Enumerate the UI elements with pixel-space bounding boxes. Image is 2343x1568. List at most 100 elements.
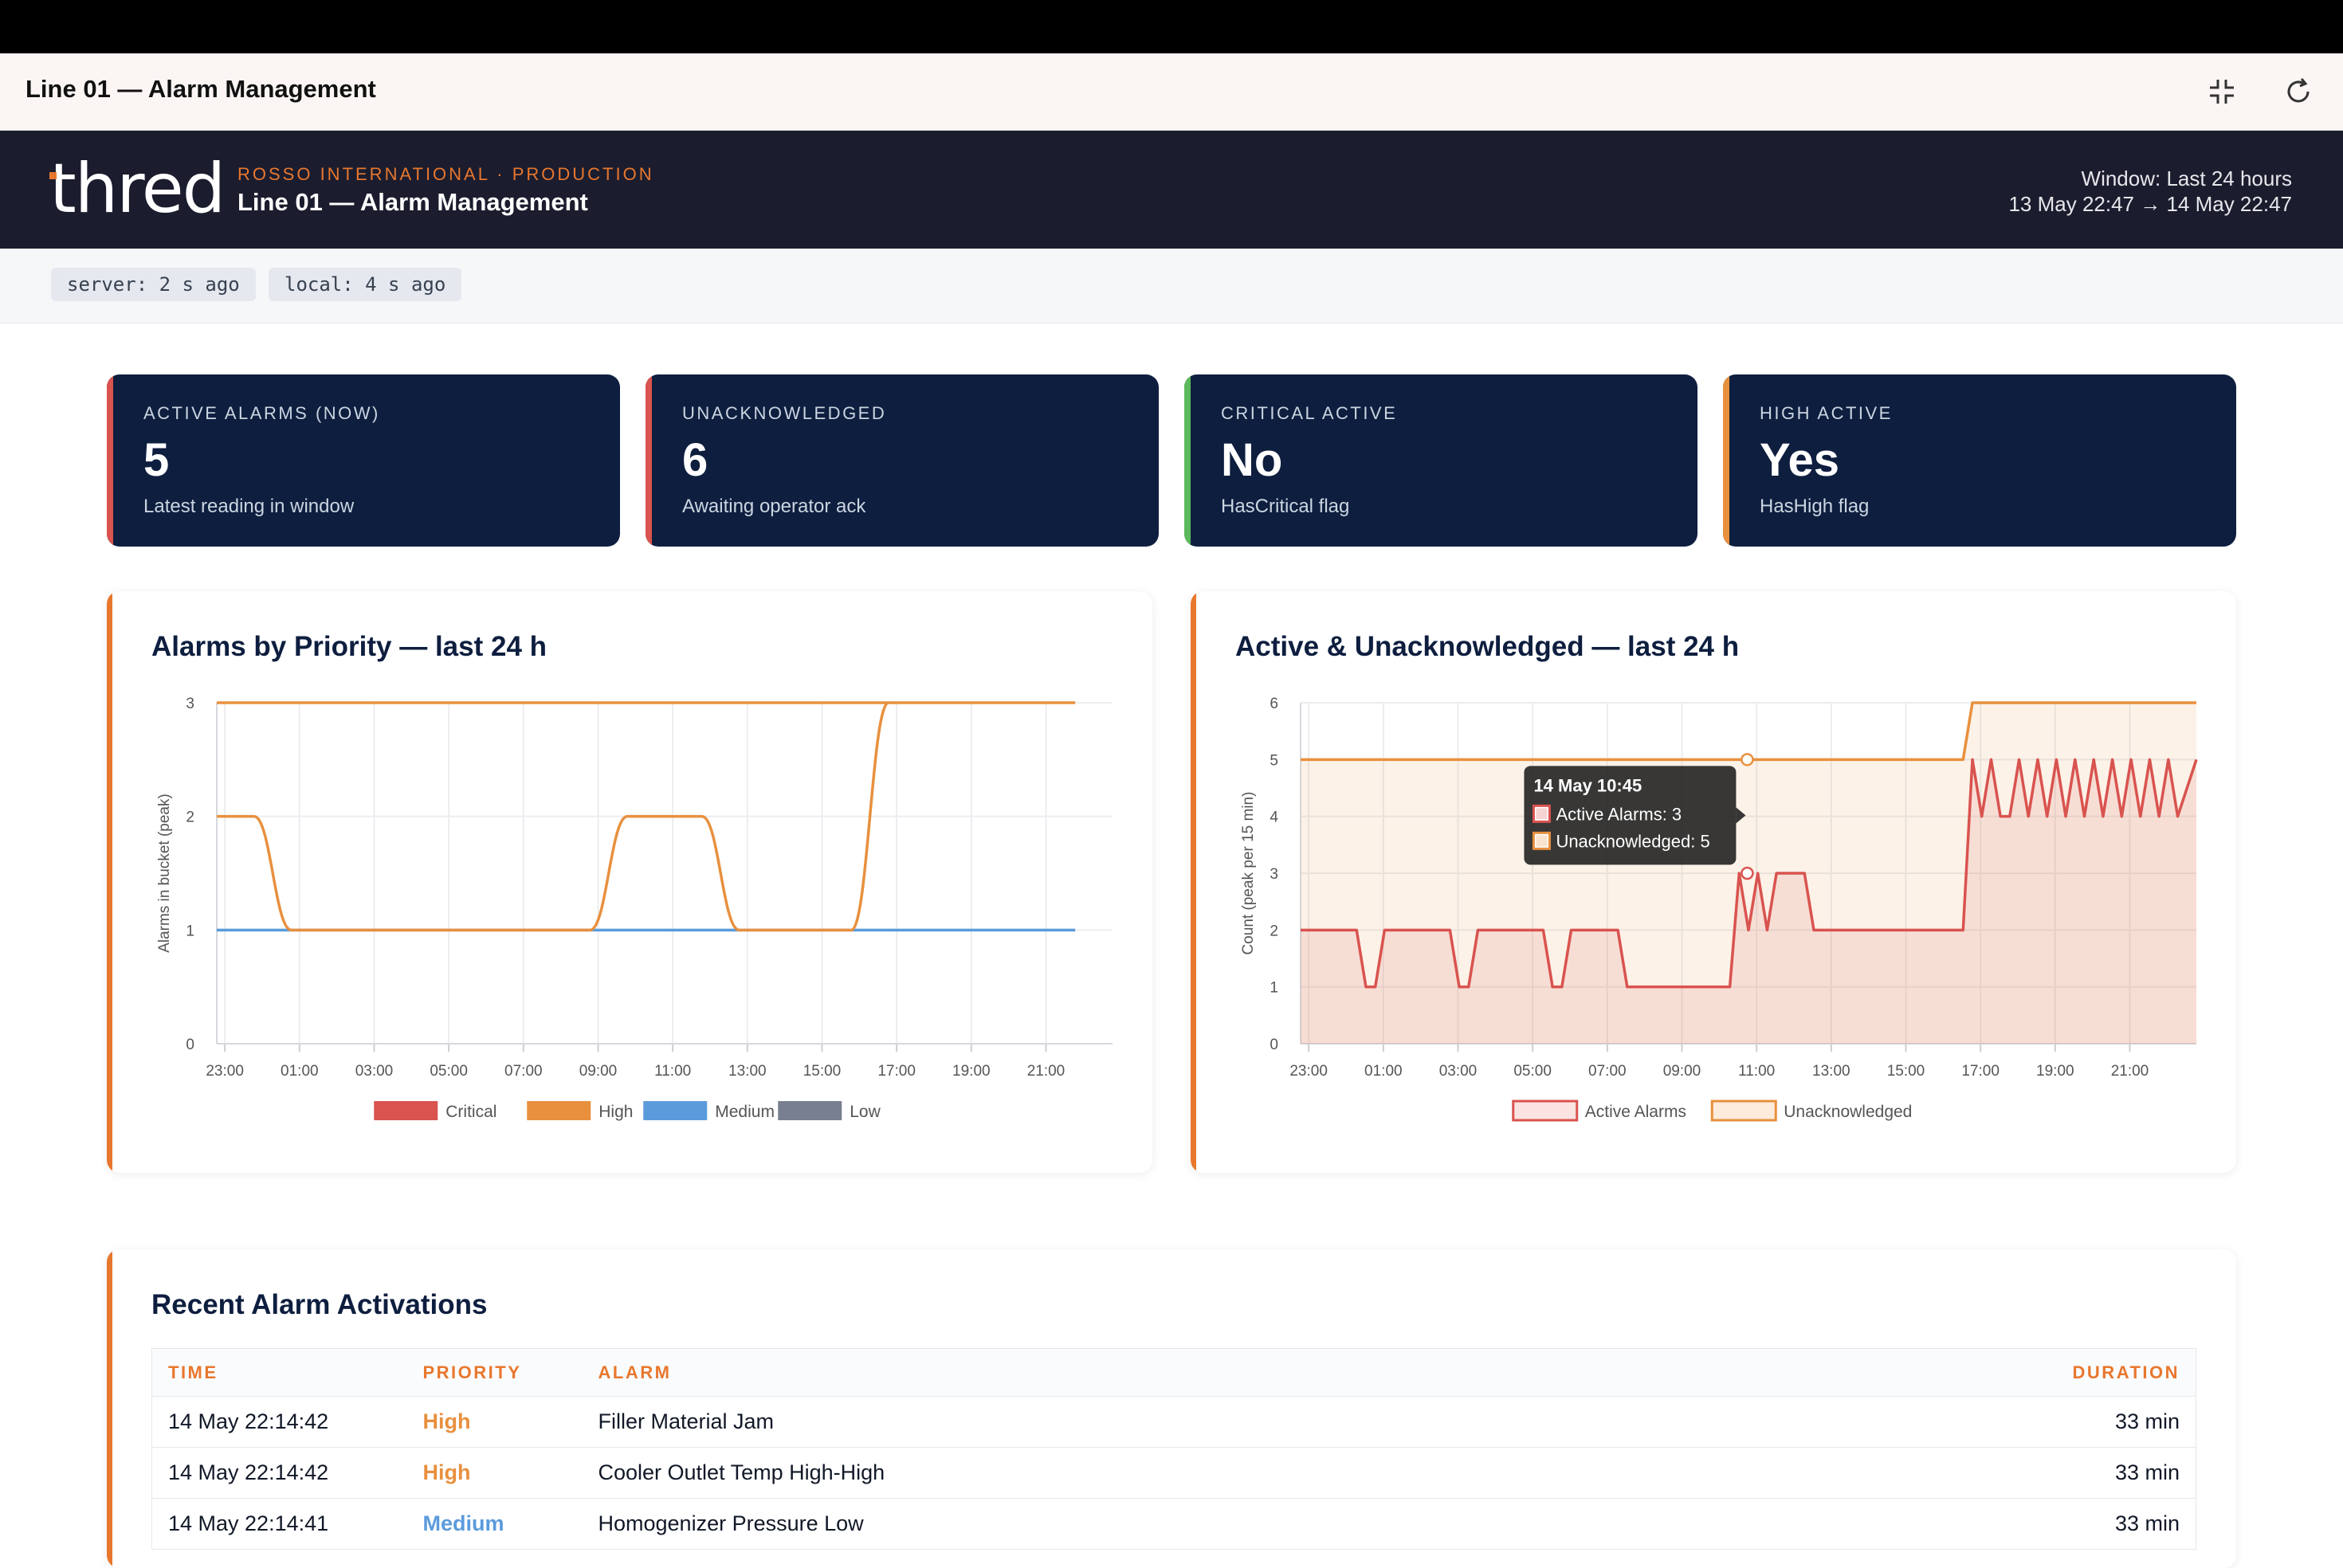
table-row[interactable]: 14 May 22:14:41 Medium Homogenizer Pressur… xyxy=(151,1498,2196,1550)
hover-point-unacknowledged xyxy=(1741,753,1754,766)
kpi-subtext: HasHigh flag xyxy=(1760,496,1870,517)
x-tick-label: 13:00 xyxy=(1812,1063,1850,1080)
chart-title: Alarms by Priority — last 24 h xyxy=(151,631,547,662)
series-line-active-alarms xyxy=(1301,758,2198,989)
legend-label: Low xyxy=(850,1103,881,1121)
y-tick-label: 5 xyxy=(1270,752,1278,769)
tooltip-swatch-fill xyxy=(1536,835,1548,847)
kpi-unacknowledged: UNACKNOWLEDGED 6 Awaiting operator ack xyxy=(646,374,1159,547)
dashboard-header: thred ROSSO INTERNATIONAL · PRODUCTION L… xyxy=(0,131,2343,249)
tooltip-swatch xyxy=(1532,831,1551,850)
app-title: Line 01 — Alarm Management xyxy=(26,75,376,103)
cell-time: 14 May 22:14:41 xyxy=(151,1498,407,1550)
legend-swatch-low xyxy=(778,1101,842,1120)
chart-title: Active & Unacknowledged — last 24 h xyxy=(1235,631,1740,662)
recent-title: Recent Alarm Activations xyxy=(151,1289,488,1320)
legend-label: Medium xyxy=(715,1103,775,1121)
cell-time: 14 May 22:14:42 xyxy=(151,1396,407,1448)
kpi-subtext: Latest reading in window xyxy=(143,496,355,517)
cell-priority: High xyxy=(406,1396,583,1448)
x-tick-label: 15:00 xyxy=(1887,1063,1925,1080)
y-axis-label: Count (peak per 15 min) xyxy=(1240,792,1257,955)
card-accent xyxy=(1191,591,1196,1173)
x-tick-label: 21:00 xyxy=(1027,1063,1066,1080)
cell-alarm: Cooler Outlet Temp High-High xyxy=(582,1447,2037,1499)
time-window: Window: Last 24 hours 13 May 22:47 → 14 … xyxy=(2008,166,2292,217)
priority-chart-card: Alarms by Priority — last 24 h 0 1 2 3 23:00… xyxy=(107,591,1152,1173)
thred-logo: thred xyxy=(49,149,226,229)
kpi-value: 5 xyxy=(143,434,170,486)
y-tick-label: 4 xyxy=(1270,809,1278,826)
y-tick-label: 1 xyxy=(1270,980,1278,997)
x-tick-label: 19:00 xyxy=(2036,1063,2074,1080)
card-accent xyxy=(107,1249,112,1568)
kpi-value: Yes xyxy=(1760,434,1839,486)
x-tick-label: 03:00 xyxy=(1439,1063,1478,1080)
tooltip-swatch-fill xyxy=(1536,808,1548,820)
legend-swatch-high xyxy=(527,1101,591,1120)
legend-label: Active Alarms xyxy=(1585,1103,1686,1121)
x-tick-label: 01:00 xyxy=(281,1063,319,1080)
x-tick-label: 11:00 xyxy=(654,1063,691,1080)
x-tick-label: 15:00 xyxy=(803,1063,842,1080)
col-priority[interactable]: PRIORITY xyxy=(406,1348,583,1397)
tooltip-caret xyxy=(1736,807,1746,824)
table-row[interactable]: 14 May 22:14:42 High Filler Material Jam 33… xyxy=(151,1396,2196,1448)
legend-swatch-critical xyxy=(374,1101,438,1120)
cell-alarm: Homogenizer Pressure Low xyxy=(582,1498,2037,1550)
y-tick-label: 2 xyxy=(1270,923,1278,939)
refresh-icon[interactable] xyxy=(2281,74,2316,109)
x-tick-label: 07:00 xyxy=(1588,1063,1627,1080)
kpi-subtext: HasCritical flag xyxy=(1221,496,1350,517)
logo-accent-dot xyxy=(49,172,57,179)
x-tick-label: 19:00 xyxy=(952,1063,991,1080)
cell-duration: 33 min xyxy=(2036,1396,2196,1448)
legend-label: Unacknowledged xyxy=(1784,1103,1912,1121)
y-tick-label: 3 xyxy=(186,696,194,712)
kpi-high-active: HIGH ACTIVE Yes HasHigh flag xyxy=(1723,374,2236,547)
x-tick-label: 05:00 xyxy=(1513,1063,1552,1080)
table-row[interactable]: 14 May 22:14:42 High Cooler Outlet Temp Hi… xyxy=(151,1447,2196,1499)
kpi-label: ACTIVE ALARMS (NOW) xyxy=(143,403,380,423)
kpi-subtext: Awaiting operator ack xyxy=(682,496,866,517)
x-tick-label: 03:00 xyxy=(355,1063,394,1080)
window-range: 13 May 22:47 → 14 May 22:47 xyxy=(2008,192,2292,216)
y-tick-label: 0 xyxy=(186,1037,194,1053)
kpi-label: HIGH ACTIVE xyxy=(1760,403,1893,423)
server-status-pill: server: 2 s ago xyxy=(51,268,256,301)
legend-label: Critical xyxy=(445,1103,496,1121)
legend-label: High xyxy=(599,1103,633,1121)
x-tick-label: 23:00 xyxy=(1289,1063,1328,1080)
y-axis-label: Alarms in bucket (peak) xyxy=(156,794,173,953)
recent-alarms-card: Recent Alarm Activations TIME PRIORITY A… xyxy=(107,1249,2236,1568)
series-line-high xyxy=(216,701,1076,932)
x-tick-label: 01:00 xyxy=(1364,1063,1403,1080)
x-tick-label: 11:00 xyxy=(1738,1063,1775,1080)
cell-priority: High xyxy=(406,1447,583,1499)
x-tick-label: 05:00 xyxy=(430,1063,468,1080)
status-bar: server: 2 s ago local: 4 s ago xyxy=(0,249,2343,323)
kpi-label: CRITICAL ACTIVE xyxy=(1221,403,1398,423)
window-label: Window: Last 24 hours xyxy=(2081,167,2292,190)
series-area-active-alarms xyxy=(1301,759,2196,1044)
tooltip-title: 14 May 10:45 xyxy=(1533,775,1642,795)
tooltip-box xyxy=(1524,766,1737,865)
tooltip-swatch xyxy=(1532,804,1551,823)
collapse-icon[interactable] xyxy=(2204,74,2239,109)
kpi-accent xyxy=(646,374,652,547)
col-alarm[interactable]: ALARM xyxy=(582,1348,2037,1397)
legend-swatch-unacknowledged xyxy=(1710,1100,1777,1122)
legend-swatch-medium xyxy=(643,1101,708,1120)
x-tick-label: 21:00 xyxy=(2111,1063,2149,1080)
priority-chart: 0 1 2 3 23:00 01:00 03:00 05:00 07:00 09:00 11:00 1… xyxy=(156,696,1113,1121)
x-tick-label: 13:00 xyxy=(728,1063,767,1080)
x-tick-label: 09:00 xyxy=(1663,1063,1701,1080)
kpi-active-alarms: ACTIVE ALARMS (NOW) 5 Latest reading in … xyxy=(107,374,620,547)
app-bar: Line 01 — Alarm Management xyxy=(0,53,2343,131)
local-status-pill: local: 4 s ago xyxy=(269,268,462,301)
col-time[interactable]: TIME xyxy=(151,1348,407,1397)
y-tick-label: 0 xyxy=(1270,1037,1278,1053)
system-top-bar xyxy=(0,0,2343,53)
col-duration[interactable]: DURATION xyxy=(2036,1348,2196,1397)
